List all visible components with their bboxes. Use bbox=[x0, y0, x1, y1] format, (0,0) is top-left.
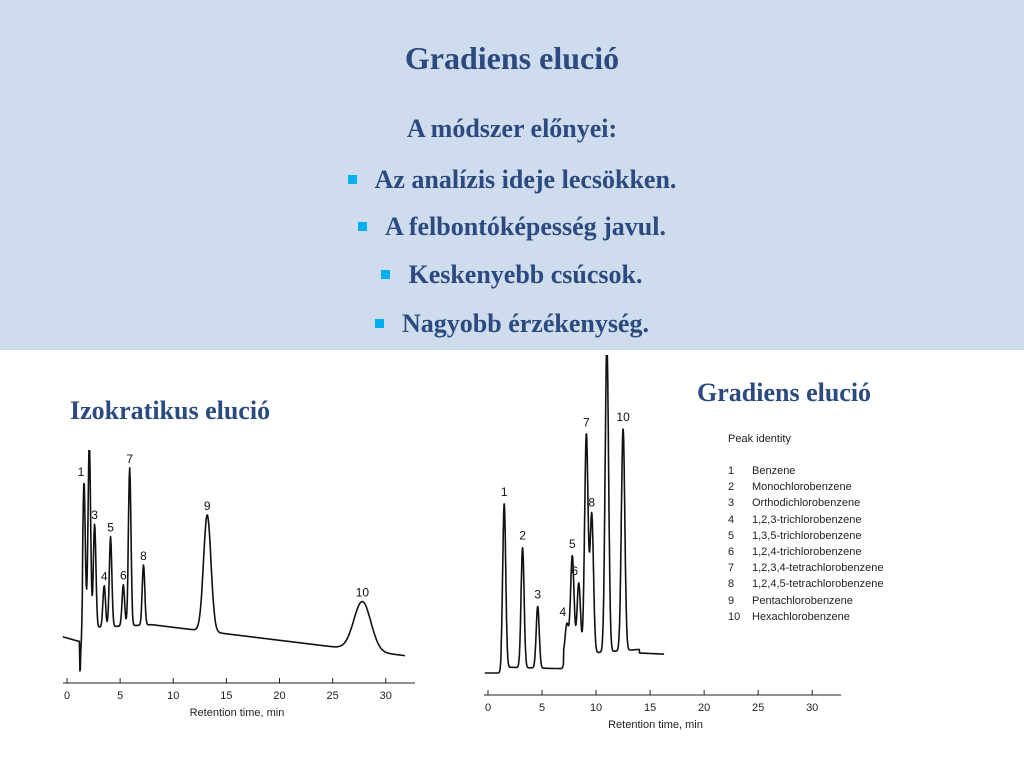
x-tick-label: 20 bbox=[698, 702, 710, 714]
legend-item: 8 1,2,4,5-tetrachlorobenzene bbox=[728, 576, 988, 592]
peak-label: 1 bbox=[78, 465, 85, 479]
peak-label: 7 bbox=[583, 416, 590, 430]
peak-label: 5 bbox=[569, 537, 576, 551]
peak-label: 10 bbox=[356, 586, 370, 600]
peak-label: 7 bbox=[126, 452, 133, 466]
legend-item-number: 6 bbox=[728, 546, 735, 559]
legend-item-number: 9 bbox=[728, 594, 735, 607]
peak-label: 8 bbox=[588, 495, 595, 509]
peak-label: 5 bbox=[107, 520, 114, 534]
legend-items: 1 Benzene 2 Monochlorobenzene 3 Orthodichloro… bbox=[728, 463, 988, 625]
legend-item: 4 1,2,3-trichlorobenzene bbox=[728, 512, 988, 528]
x-tick-label: 5 bbox=[539, 702, 545, 714]
peak-label: 6 bbox=[571, 564, 578, 578]
peak-label: 8 bbox=[140, 549, 147, 563]
x-tick-label: 25 bbox=[752, 702, 764, 714]
x-axis-label: Retention time, min bbox=[190, 707, 285, 719]
legend-item-name: 1,2,4,5-tetrachlorobenzene bbox=[752, 578, 884, 591]
peak-label: 3 bbox=[534, 587, 541, 601]
legend-item-name: Monochlorobenzene bbox=[752, 481, 852, 494]
legend-item: 7 1,2,3,4-tetrachlorobenzene bbox=[728, 560, 988, 576]
bullet-text: Az analízis ideje lecsökken. bbox=[374, 165, 677, 194]
x-tick-label: 0 bbox=[64, 690, 70, 702]
peak-label: 6 bbox=[120, 569, 127, 583]
bullet-text: Keskenyebb csúcsok. bbox=[408, 260, 643, 289]
peak-label: 1 bbox=[501, 485, 508, 499]
legend-item: 5 1,3,5-trichlorobenzene bbox=[728, 528, 988, 544]
chromatogram-trace bbox=[62, 450, 406, 672]
bullet-text: Nagyobb érzékenység. bbox=[402, 309, 649, 338]
peak-identity-legend: Peak identity 1 Benzene 2 Monochlorobenzene… bbox=[728, 433, 988, 625]
x-tick-label: 15 bbox=[644, 702, 656, 714]
legend-item-number: 4 bbox=[728, 513, 735, 526]
legend-item-name: Orthodichlorobenzene bbox=[752, 497, 861, 510]
slide-subtitle: A módszer előnyei: bbox=[406, 114, 618, 143]
x-axis-label: Retention time, min bbox=[608, 719, 703, 731]
peak-label: 9 bbox=[204, 499, 211, 513]
x-tick-label: 0 bbox=[485, 702, 491, 714]
legend-item-number: 1 bbox=[728, 465, 735, 477]
slide-title: Gradiens elució bbox=[404, 40, 620, 76]
bullet-item: A felbontóképesség javul. bbox=[0, 212, 1024, 242]
legend-item: 9 Pentachlorobenzene bbox=[728, 593, 988, 609]
x-tick-label: 25 bbox=[327, 690, 339, 702]
peak-label: 10 bbox=[616, 410, 630, 424]
legend-item-number: 10 bbox=[728, 610, 741, 623]
legend-item-name: Pentachlorobenzene bbox=[752, 594, 853, 607]
bullet-item: Az analízis ideje lecsökken. bbox=[0, 165, 1024, 195]
x-tick-label: 15 bbox=[220, 690, 232, 702]
bullet-item: Nagyobb érzékenység. bbox=[0, 309, 1024, 339]
x-tick-label: 10 bbox=[167, 690, 179, 702]
legend-item-number: 2 bbox=[728, 481, 735, 494]
slide-header bbox=[0, 0, 1024, 350]
legend-item-name: Benzene bbox=[752, 465, 796, 477]
legend-item: 3 Orthodichlorobenzene bbox=[728, 495, 988, 511]
x-tick-label: 10 bbox=[590, 702, 602, 714]
bullet-square-icon bbox=[381, 269, 391, 279]
bullet-square-icon bbox=[358, 221, 368, 231]
peak-label: 3 bbox=[91, 508, 98, 522]
legend-item-name: 1,2,3,4-tetrachlorobenzene bbox=[752, 562, 884, 575]
legend-title: Peak identity bbox=[728, 433, 791, 445]
bullet-text: A felbontóképesség javul. bbox=[385, 212, 666, 241]
chromatogram-trace bbox=[484, 355, 665, 674]
legend-item-name: 1,2,4-trichlorobenzene bbox=[752, 546, 862, 559]
legend-item-name: 1,3,5-trichlorobenzene bbox=[752, 529, 862, 542]
legend-item: 1 Benzene bbox=[728, 463, 988, 479]
legend-item-number: 5 bbox=[728, 529, 735, 542]
legend-item-number: 8 bbox=[728, 578, 735, 591]
legend-item-number: 7 bbox=[728, 562, 735, 575]
legend-item: 2 Monochlorobenzene bbox=[728, 479, 988, 495]
legend-item-name: 1,2,3-trichlorobenzene bbox=[752, 513, 862, 526]
bullet-square-icon bbox=[375, 318, 384, 328]
isocratic-chart-title: Izokratikus elució bbox=[70, 396, 271, 425]
gradient-chart-title: Gradiens elució bbox=[697, 378, 872, 407]
legend-item: 6 1,2,4-trichlorobenzene bbox=[728, 544, 988, 560]
legend-item: 10 Hexachlorobenzene bbox=[728, 609, 988, 625]
x-tick-label: 5 bbox=[117, 690, 123, 702]
x-tick-label: 30 bbox=[806, 702, 818, 714]
legend-item-number: 3 bbox=[728, 497, 735, 510]
x-tick-label: 20 bbox=[273, 690, 285, 702]
peak-label: 4 bbox=[101, 570, 108, 584]
x-tick-label: 30 bbox=[380, 690, 392, 702]
bullet-square-icon bbox=[347, 174, 357, 184]
peak-label: 2 bbox=[519, 528, 526, 542]
peak-label: 4 bbox=[560, 605, 567, 619]
legend-item-name: Hexachlorobenzene bbox=[752, 610, 850, 623]
bullet-item: Keskenyebb csúcsok. bbox=[0, 260, 1024, 290]
